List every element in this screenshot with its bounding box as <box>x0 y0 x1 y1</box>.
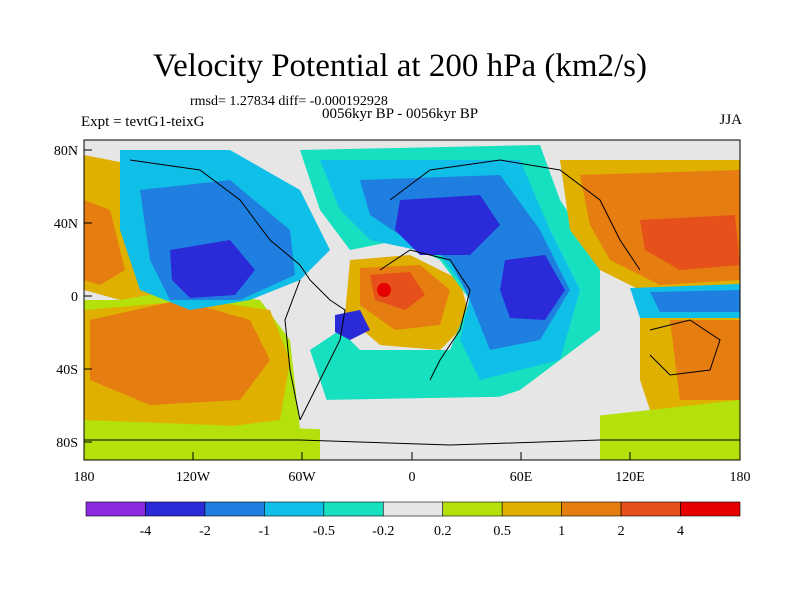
contour-region-atlantic-max <box>377 283 391 297</box>
lat-label-80n: 80N <box>54 144 78 159</box>
contour-region-arabia-core <box>395 195 500 255</box>
colorbar-label: -0.5 <box>313 524 335 539</box>
stats-line: rmsd= 1.27834 diff= -0.000192928 <box>190 94 388 109</box>
coastline-antarctica <box>84 439 740 446</box>
colorbar-swatch <box>323 501 384 517</box>
coastline-africa <box>379 249 471 381</box>
coastline-south-america-west <box>284 279 301 421</box>
season-label: JJA <box>719 112 742 128</box>
contour-region-maritime-blue <box>650 290 740 312</box>
lon-label-0: 0 <box>409 470 416 485</box>
contour-region-south-pacific-orange <box>90 300 270 405</box>
colorbar-swatch <box>680 501 741 517</box>
lon-label-120w: 120W <box>176 470 211 485</box>
coastline-north-america <box>129 159 311 281</box>
lat-label-40s: 40S <box>56 363 78 378</box>
coastline-eurasia <box>389 159 641 271</box>
colorbar-swatch <box>145 501 206 517</box>
colorbar-label: -2 <box>199 524 211 539</box>
colorbar-swatch <box>561 501 622 517</box>
lon-axis: 180 120W 60W 0 60E 120E 180 <box>74 452 751 485</box>
contour-region-americas-core <box>170 240 255 298</box>
lat-label-40n: 40N <box>54 217 78 232</box>
colorbar-label: -1 <box>259 524 271 539</box>
colorbar-label: -0.2 <box>372 524 394 539</box>
colorbar-label: 0.2 <box>434 524 452 539</box>
colorbar-swatch <box>264 501 325 517</box>
colorbar-swatch <box>620 501 681 517</box>
lon-label-60w: 60W <box>288 470 316 485</box>
plot-title: Velocity Potential at 200 hPa (km2/s) <box>152 48 648 84</box>
period-line: 0056kyr BP - 0056kyr BP <box>321 106 479 122</box>
contour-region-south-west-pacific-orange <box>670 320 740 400</box>
colorbar-swatch <box>501 501 562 517</box>
coastlines <box>84 159 740 446</box>
lat-label-0: 0 <box>71 290 78 305</box>
contour-region-west-pacific-red <box>640 215 740 270</box>
colorbar-label: 4 <box>677 524 684 539</box>
colorbar-swatch <box>85 501 146 517</box>
colorbar-label: -4 <box>140 524 152 539</box>
colorbar <box>85 501 741 517</box>
colorbar-label: 0.5 <box>493 524 511 539</box>
coastline-australia <box>649 319 721 376</box>
lon-label-180e: 180 <box>730 470 751 485</box>
contour-region-indian-core <box>500 255 565 320</box>
contour-region-atlantic-red <box>370 272 425 310</box>
colorbar-label: 2 <box>618 524 625 539</box>
contour-region-east-pacific-orange <box>84 200 125 285</box>
lat-label-80s: 80S <box>56 436 78 451</box>
colorbar-labels: -4 -2 -1 -0.5 -0.2 0.2 0.5 1 2 4 <box>140 524 684 539</box>
lon-label-120e: 120E <box>615 470 645 485</box>
colorbar-swatch <box>204 501 265 517</box>
experiment-label: Expt = tevtG1-teixG <box>81 114 205 130</box>
contour-field <box>84 140 740 460</box>
colorbar-swatch <box>382 501 444 517</box>
coastline-south-america-east <box>299 279 346 421</box>
lat-axis: 80N 40N 0 40S 80S <box>54 144 92 451</box>
colorbar-label: 1 <box>558 524 565 539</box>
lon-label-180w: 180 <box>74 470 95 485</box>
colorbar-swatch <box>442 501 503 517</box>
lon-label-60e: 60E <box>510 470 533 485</box>
contour-region-antarctic-neutral <box>320 395 600 460</box>
